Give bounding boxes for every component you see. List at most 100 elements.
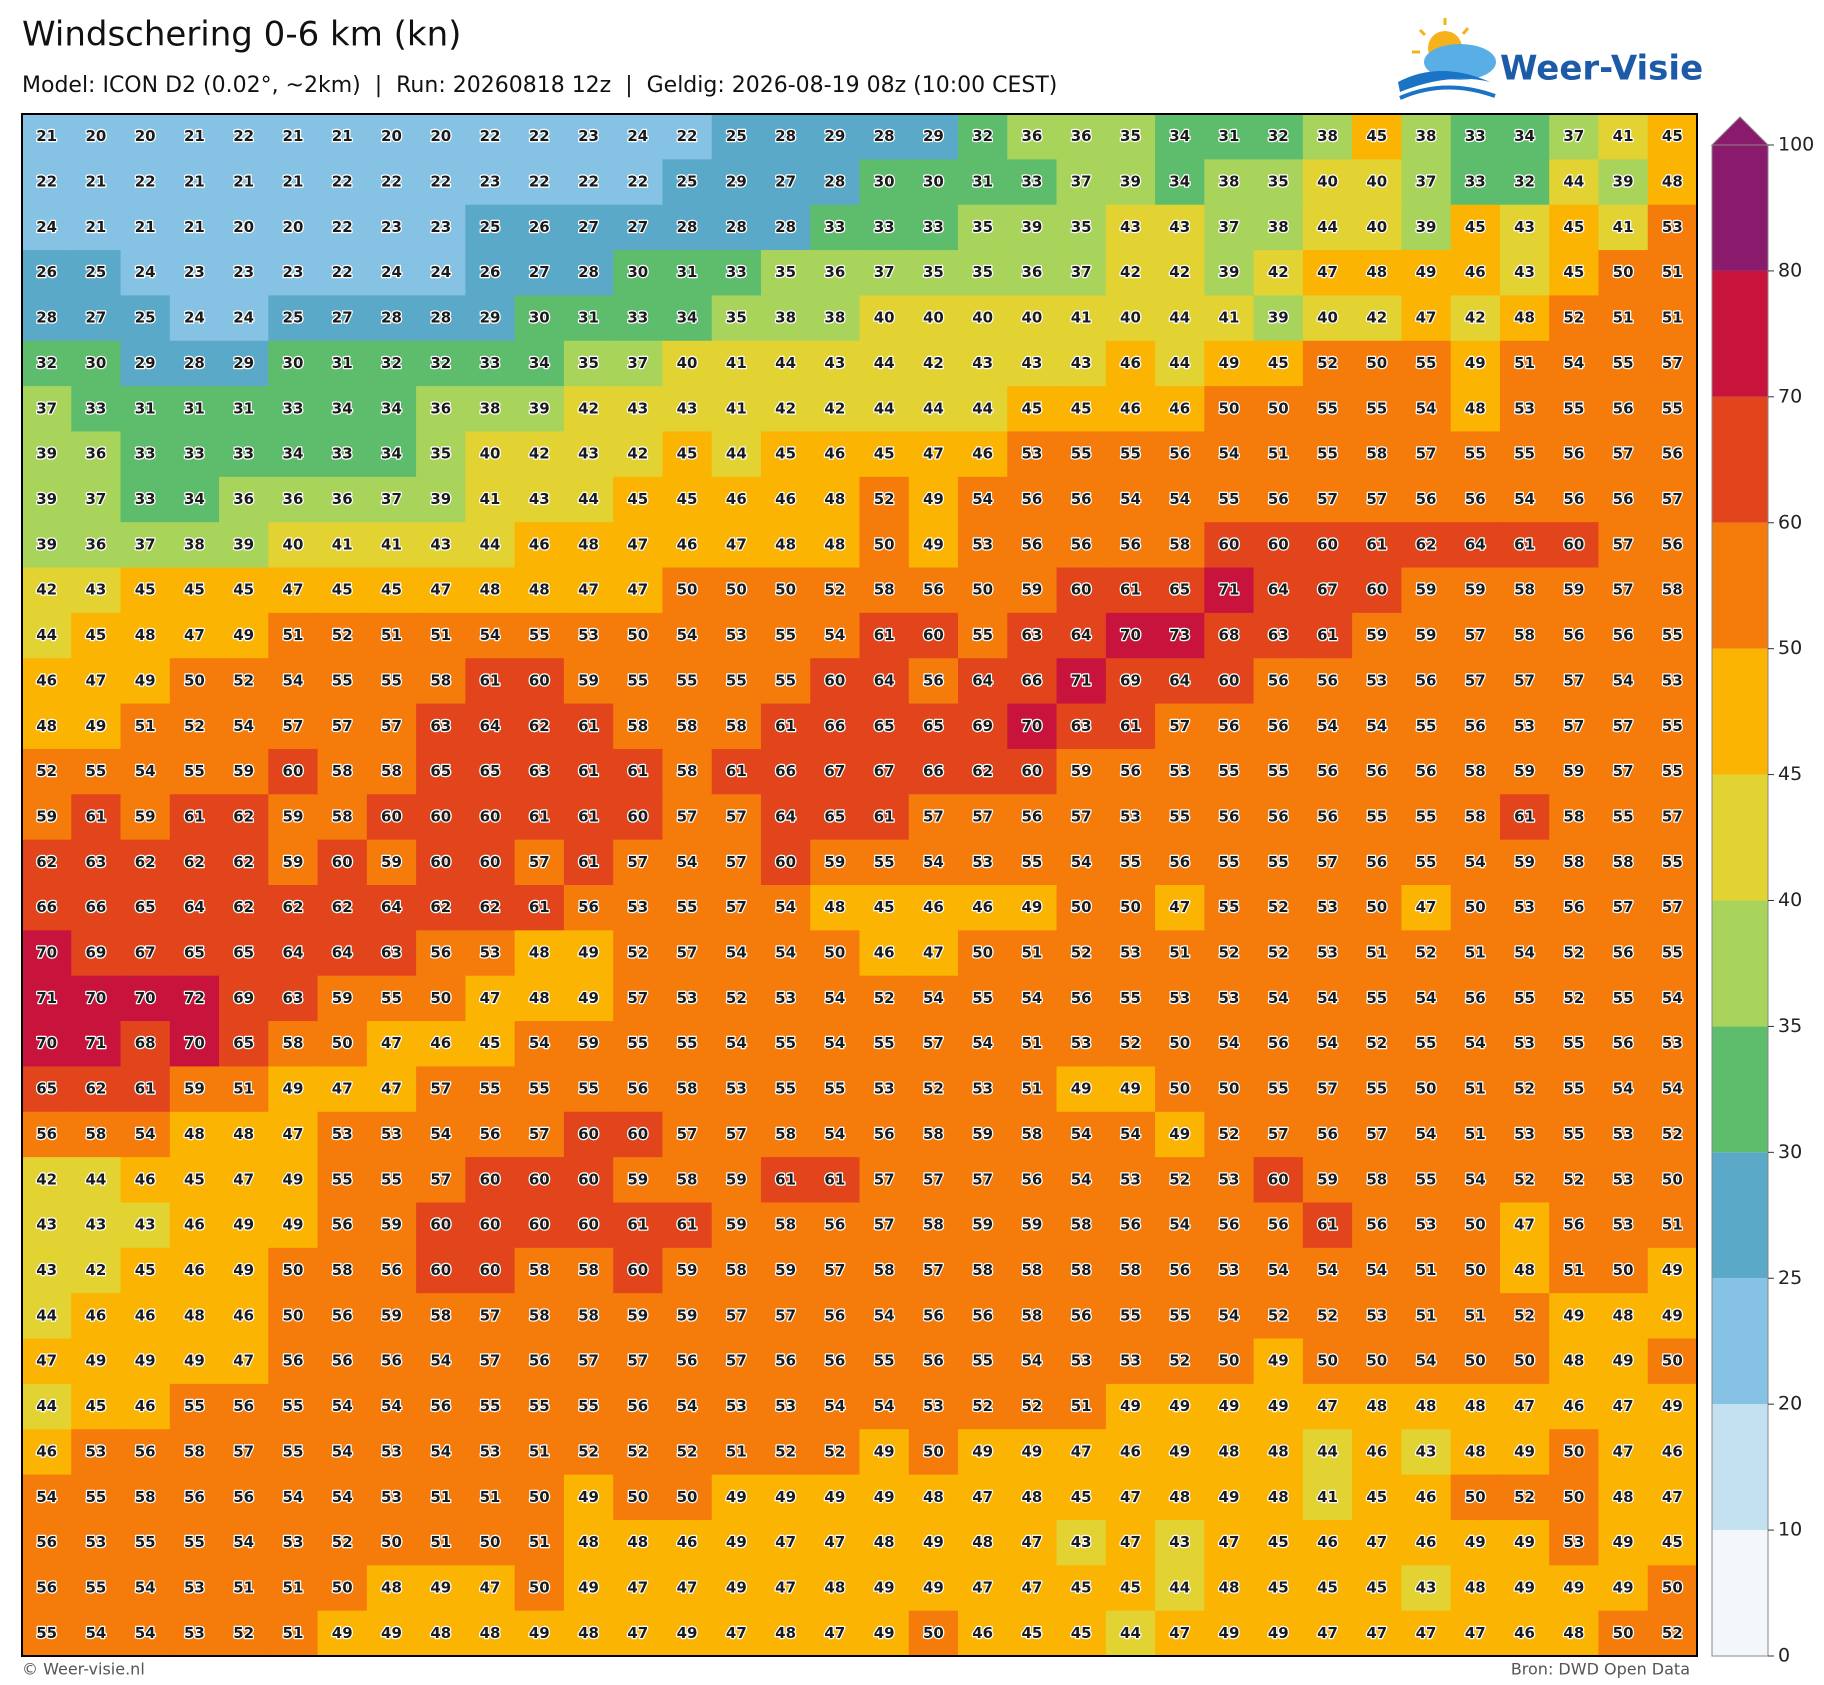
grid-value: 44	[874, 399, 895, 417]
field-cell	[268, 1474, 319, 1521]
field-cell	[71, 295, 122, 342]
grid-value: 45	[1563, 263, 1584, 281]
field-cell	[1549, 250, 1600, 297]
grid-value: 58	[184, 1442, 205, 1460]
field-cell	[1056, 930, 1107, 977]
field-cell	[1253, 1429, 1304, 1476]
field-cell	[1499, 476, 1550, 523]
grid-value: 36	[1071, 127, 1092, 145]
grid-value: 60	[627, 1261, 648, 1279]
field-cell	[416, 975, 466, 1022]
grid-value: 57	[923, 1261, 944, 1279]
field-cell	[563, 295, 614, 342]
grid-value: 55	[1366, 1080, 1387, 1098]
field-cell	[711, 431, 762, 478]
field-cell	[859, 159, 910, 206]
field-cell	[366, 1157, 417, 1204]
grid-value: 24	[36, 218, 57, 236]
grid-value: 62	[283, 898, 304, 916]
grid-value: 60	[923, 626, 944, 644]
grid-value: 56	[184, 1488, 205, 1506]
field-cell	[465, 295, 516, 342]
field-cell	[1352, 159, 1403, 206]
grid-value: 50	[430, 989, 451, 1007]
grid-value: 48	[1563, 1352, 1584, 1370]
field-cell	[1253, 839, 1304, 886]
field-cell	[71, 1429, 122, 1476]
field-cell	[1155, 1066, 1205, 1113]
field-cell	[908, 1202, 959, 1249]
grid-value: 46	[233, 1306, 254, 1324]
field-cell	[1105, 1383, 1156, 1430]
field-cell	[1598, 1157, 1649, 1204]
field-cell	[1204, 1021, 1255, 1068]
field-cell	[1450, 476, 1501, 523]
field-cell	[1302, 204, 1353, 251]
grid-value: 59	[726, 1170, 747, 1188]
field-cell	[1105, 885, 1156, 931]
grid-value: 69	[233, 989, 254, 1007]
grid-value: 48	[1465, 1442, 1486, 1460]
grid-value: 23	[283, 263, 304, 281]
grid-value: 39	[36, 535, 57, 553]
grid-value: 37	[381, 490, 402, 508]
grid-value: 43	[1071, 1533, 1092, 1551]
grid-value: 56	[578, 898, 599, 916]
field-cell	[366, 1202, 417, 1249]
field-cell	[22, 159, 72, 206]
grid-value: 71	[36, 989, 57, 1007]
field-cell	[1549, 1021, 1600, 1068]
field-cell	[1647, 522, 1698, 569]
field-cell	[416, 159, 466, 206]
field-cell	[1056, 748, 1107, 795]
grid-value: 48	[36, 717, 57, 735]
field-cell	[1499, 1157, 1550, 1204]
grid-value: 45	[677, 445, 698, 463]
grid-value: 42	[36, 581, 57, 599]
field-cell	[1204, 476, 1255, 523]
grid-value: 49	[135, 1352, 156, 1370]
field-cell	[416, 567, 466, 614]
field-cell	[366, 1519, 417, 1566]
field-cell	[514, 1474, 565, 1521]
field-cell	[1499, 250, 1550, 297]
grid-value: 54	[283, 1488, 304, 1506]
grid-value: 33	[1465, 173, 1486, 191]
grid-value: 52	[627, 944, 648, 962]
field-cell	[1450, 522, 1501, 569]
grid-value: 57	[677, 807, 698, 825]
field-cell	[1647, 340, 1698, 387]
grid-value: 54	[381, 1397, 402, 1415]
field-cell	[1302, 658, 1353, 705]
grid-value: 54	[1465, 1034, 1486, 1052]
field-cell	[1450, 1247, 1501, 1294]
field-cell	[859, 567, 910, 614]
grid-value: 54	[430, 1125, 451, 1143]
grid-value: 46	[184, 1216, 205, 1234]
field-cell	[1302, 748, 1353, 795]
field-cell	[662, 975, 713, 1022]
field-cell	[1499, 1429, 1550, 1476]
grid-value: 54	[824, 989, 845, 1007]
grid-value: 35	[923, 263, 944, 281]
grid-value: 54	[1071, 853, 1092, 871]
grid-value: 59	[1366, 626, 1387, 644]
grid-value: 57	[1268, 1125, 1289, 1143]
field-cell	[1302, 1247, 1353, 1294]
field-cell	[1056, 250, 1107, 297]
grid-value: 56	[1169, 1261, 1190, 1279]
field-cell	[859, 1338, 910, 1385]
field-cell	[1352, 1066, 1403, 1113]
field-cell	[958, 250, 1008, 297]
field-cell	[169, 1383, 220, 1430]
grid-value: 47	[1317, 1397, 1338, 1415]
grid-value: 39	[1416, 218, 1437, 236]
grid-value: 46	[1120, 1442, 1141, 1460]
grid-value: 61	[1120, 581, 1141, 599]
grid-value: 32	[430, 354, 451, 372]
grid-value: 64	[381, 898, 402, 916]
field-cell	[1647, 1565, 1698, 1612]
field-cell	[366, 431, 417, 478]
field-cell	[219, 295, 269, 342]
grid-value: 50	[1563, 1488, 1584, 1506]
